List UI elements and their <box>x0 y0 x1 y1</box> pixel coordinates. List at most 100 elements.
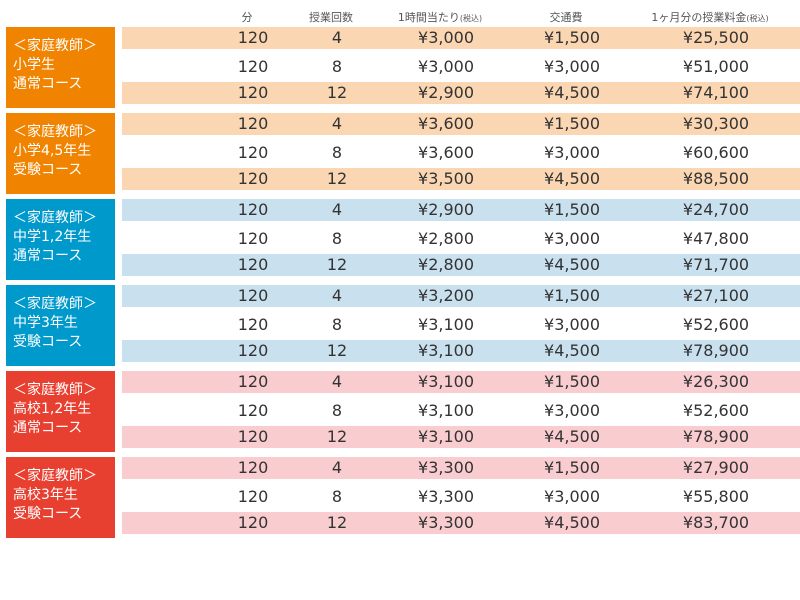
cell-minutes: 120 <box>237 458 269 477</box>
cell-per-hour: ¥3,100 <box>418 401 474 420</box>
table-row: 120 12 ¥2,900 ¥4,500 ¥74,100 <box>122 82 800 104</box>
course-label-line: 高校3年生 <box>13 487 78 503</box>
course-group: ＜家庭教師＞ 高校1,2年生 通常コース 120 4 ¥3,100 ¥1,500 ¥26,30… <box>6 371 800 452</box>
course-label: ＜家庭教師＞ 小学生 通常コース <box>6 27 115 108</box>
course-label-line: 通常コース <box>13 248 83 264</box>
header-per-hour-label: 1時間当たり <box>397 11 460 24</box>
cell-transport: ¥1,500 <box>544 372 600 391</box>
cell-minutes: 120 <box>237 83 269 102</box>
cell-lessons: 8 <box>331 229 343 248</box>
course-label-line: 受験コース <box>13 162 83 178</box>
cell-minutes: 120 <box>237 255 269 274</box>
course-label: ＜家庭教師＞ 小学4,5年生 受験コース <box>6 113 115 194</box>
cell-minutes: 120 <box>237 28 269 47</box>
course-label-line: 通常コース <box>13 420 83 436</box>
course-label-line: 受験コース <box>13 506 83 522</box>
cell-transport: ¥3,000 <box>544 229 600 248</box>
cell-monthly: ¥88,500 <box>682 169 750 188</box>
table-row: 120 12 ¥3,100 ¥4,500 ¥78,900 <box>122 340 800 362</box>
course-label-line: 通常コース <box>13 76 83 92</box>
cell-per-hour: ¥3,500 <box>418 169 474 188</box>
cell-minutes: 120 <box>237 372 269 391</box>
cell-lessons: 12 <box>326 513 348 532</box>
cell-per-hour: ¥3,600 <box>418 143 474 162</box>
course-group: ＜家庭教師＞ 小学生 通常コース 120 4 ¥3,000 ¥1,500 ¥25,500 120… <box>6 27 800 108</box>
cell-per-hour: ¥3,100 <box>418 341 474 360</box>
cell-monthly: ¥24,700 <box>682 200 750 219</box>
cell-monthly: ¥52,600 <box>682 401 750 420</box>
cell-lessons: 8 <box>331 143 343 162</box>
cell-minutes: 120 <box>237 143 269 162</box>
cell-per-hour: ¥3,100 <box>418 372 474 391</box>
table-row: 120 12 ¥3,100 ¥4,500 ¥78,900 <box>122 426 800 448</box>
table-row: 120 4 ¥3,300 ¥1,500 ¥27,900 <box>122 457 800 479</box>
cell-monthly: ¥25,500 <box>682 28 750 47</box>
cell-minutes: 120 <box>237 200 269 219</box>
header-per-hour: 1時間当たり(税込) <box>398 9 482 25</box>
cell-transport: ¥3,000 <box>544 487 600 506</box>
cell-minutes: 120 <box>237 513 269 532</box>
cell-transport: ¥1,500 <box>544 286 600 305</box>
table-row: 120 12 ¥3,500 ¥4,500 ¥88,500 <box>122 168 800 190</box>
cell-per-hour: ¥2,800 <box>418 255 474 274</box>
cell-lessons: 12 <box>326 83 348 102</box>
cell-monthly: ¥78,900 <box>682 341 750 360</box>
course-label-line: 高校1,2年生 <box>13 401 92 417</box>
cell-monthly: ¥55,800 <box>682 487 750 506</box>
cell-lessons: 12 <box>326 427 348 446</box>
cell-transport: ¥3,000 <box>544 315 600 334</box>
cell-monthly: ¥60,600 <box>682 143 750 162</box>
cell-per-hour: ¥3,600 <box>418 114 474 133</box>
cell-transport: ¥3,000 <box>544 143 600 162</box>
course-label-line: ＜家庭教師＞ <box>13 296 97 312</box>
header-lessons: 授業回数 <box>309 11 353 24</box>
cell-lessons: 8 <box>331 487 343 506</box>
cell-monthly: ¥47,800 <box>682 229 750 248</box>
course-label-line: ＜家庭教師＞ <box>13 382 97 398</box>
table-row: 120 4 ¥3,000 ¥1,500 ¥25,500 <box>122 27 800 49</box>
table-row: 120 12 ¥2,800 ¥4,500 ¥71,700 <box>122 254 800 276</box>
table-row: 120 4 ¥3,100 ¥1,500 ¥26,300 <box>122 371 800 393</box>
cell-lessons: 12 <box>326 255 348 274</box>
course-label-line: 受験コース <box>13 334 83 350</box>
course-group: ＜家庭教師＞ 中学1,2年生 通常コース 120 4 ¥2,900 ¥1,500 ¥24,70… <box>6 199 800 280</box>
table-row: 120 4 ¥3,600 ¥1,500 ¥30,300 <box>122 113 800 135</box>
cell-per-hour: ¥3,000 <box>418 28 474 47</box>
course-label: ＜家庭教師＞ 高校1,2年生 通常コース <box>6 371 115 452</box>
cell-transport: ¥4,500 <box>544 169 600 188</box>
cell-transport: ¥4,500 <box>544 255 600 274</box>
cell-minutes: 120 <box>237 229 269 248</box>
course-group: ＜家庭教師＞ 高校3年生 受験コース 120 4 ¥3,300 ¥1,500 ¥27,900 1… <box>6 457 800 538</box>
header-transport: 交通費 <box>549 11 583 24</box>
cell-per-hour: ¥3,300 <box>418 458 474 477</box>
course-label: ＜家庭教師＞ 高校3年生 受験コース <box>6 457 115 538</box>
cell-lessons: 4 <box>331 200 343 219</box>
cell-lessons: 12 <box>326 341 348 360</box>
cell-transport: ¥1,500 <box>544 28 600 47</box>
cell-transport: ¥3,000 <box>544 401 600 420</box>
cell-per-hour: ¥2,900 <box>418 200 474 219</box>
cell-monthly: ¥74,100 <box>682 83 750 102</box>
cell-transport: ¥4,500 <box>544 427 600 446</box>
cell-lessons: 4 <box>331 28 343 47</box>
table-row: 120 8 ¥3,000 ¥3,000 ¥51,000 <box>122 56 800 78</box>
cell-lessons: 12 <box>326 169 348 188</box>
table-row: 120 8 ¥3,100 ¥3,000 ¥52,600 <box>122 314 800 336</box>
cell-per-hour: ¥3,200 <box>418 286 474 305</box>
cell-transport: ¥1,500 <box>544 458 600 477</box>
cell-monthly: ¥30,300 <box>682 114 750 133</box>
cell-transport: ¥1,500 <box>544 114 600 133</box>
cell-monthly: ¥52,600 <box>682 315 750 334</box>
cell-minutes: 120 <box>237 169 269 188</box>
cell-lessons: 4 <box>331 114 343 133</box>
table-row: 120 8 ¥3,300 ¥3,000 ¥55,800 <box>122 486 800 508</box>
table-header: 分 授業回数 1時間当たり(税込) 交通費 1ヶ月分の授業料金(税込) <box>0 9 800 27</box>
cell-transport: ¥4,500 <box>544 513 600 532</box>
cell-minutes: 120 <box>237 427 269 446</box>
course-label-line: 中学3年生 <box>13 315 78 331</box>
cell-lessons: 4 <box>331 458 343 477</box>
cell-monthly: ¥83,700 <box>682 513 750 532</box>
table-row: 120 4 ¥2,900 ¥1,500 ¥24,700 <box>122 199 800 221</box>
course-label-line: 小学生 <box>13 57 55 73</box>
cell-monthly: ¥51,000 <box>682 57 750 76</box>
